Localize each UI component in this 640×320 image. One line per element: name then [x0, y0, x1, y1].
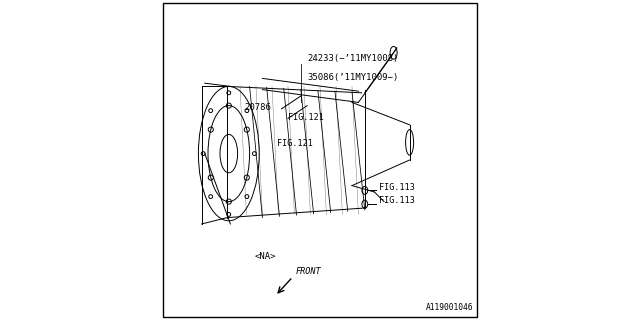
- Text: <NA>: <NA>: [255, 252, 276, 261]
- Text: FRONT: FRONT: [296, 267, 322, 276]
- Text: FIG.113: FIG.113: [380, 196, 415, 205]
- Text: FIG.113: FIG.113: [380, 183, 415, 192]
- Text: FIG.121: FIG.121: [277, 139, 313, 148]
- Text: 24233(−’11MY1008): 24233(−’11MY1008): [307, 54, 399, 63]
- Text: 20786: 20786: [245, 103, 271, 112]
- Text: FIG.121: FIG.121: [288, 113, 324, 122]
- Text: 35086(’11MY1009−): 35086(’11MY1009−): [307, 73, 399, 82]
- Text: A119001046: A119001046: [426, 303, 474, 312]
